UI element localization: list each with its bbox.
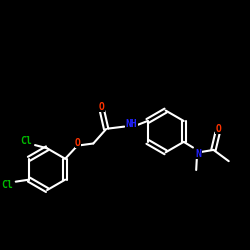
Text: N: N — [196, 149, 202, 159]
Text: O: O — [75, 138, 81, 148]
Text: Cl: Cl — [2, 180, 13, 190]
Text: O: O — [98, 102, 104, 112]
Text: Cl: Cl — [21, 136, 32, 146]
Text: O: O — [215, 124, 221, 134]
Text: NH: NH — [126, 119, 137, 129]
